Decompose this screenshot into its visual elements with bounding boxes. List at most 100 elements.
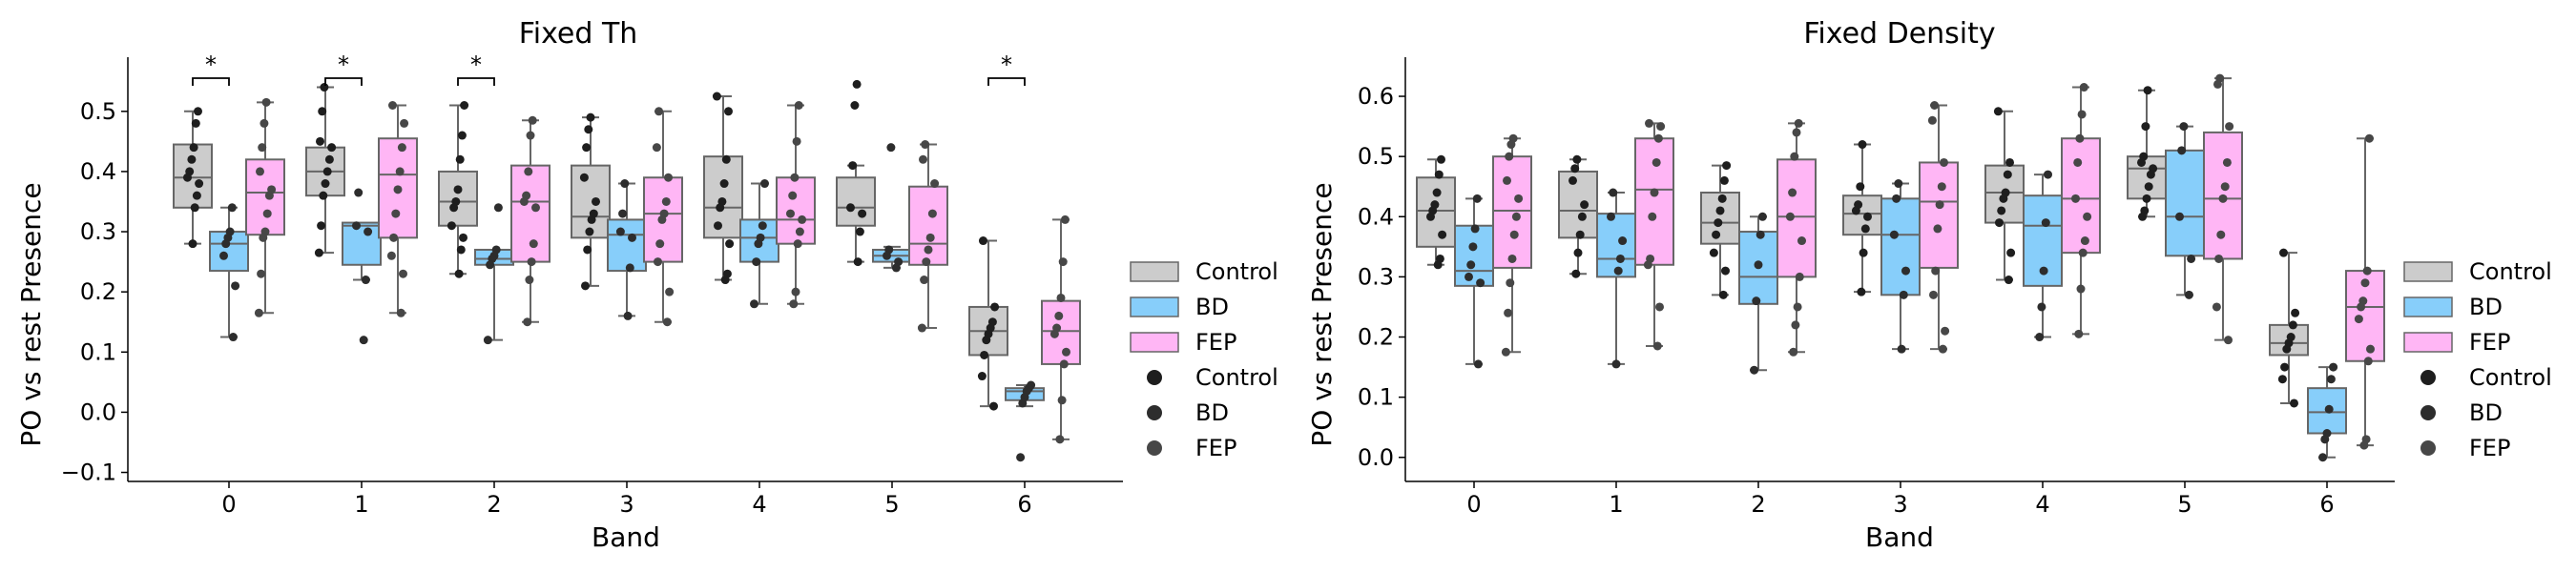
chart-title: Fixed Th (519, 17, 638, 51)
data-point (529, 239, 538, 249)
data-point (786, 209, 795, 218)
data-point (2184, 290, 2193, 299)
data-point (791, 287, 800, 296)
x-tick-label: 1 (354, 491, 368, 518)
data-point (714, 221, 722, 231)
data-point (1615, 254, 1625, 263)
data-point (1795, 272, 1804, 281)
data-point (526, 131, 535, 140)
x-tick-label: 2 (487, 491, 501, 518)
data-point (922, 257, 931, 267)
data-point (1506, 140, 1516, 150)
data-point (798, 214, 807, 224)
data-point (719, 179, 729, 189)
data-point (523, 317, 532, 327)
data-point (1577, 212, 1587, 221)
data-point (848, 161, 858, 171)
data-point (920, 276, 929, 285)
data-point (1438, 230, 1447, 239)
data-point (587, 214, 596, 224)
box-fep (510, 164, 551, 263)
x-tick-label: 5 (884, 491, 899, 518)
data-point (2214, 254, 2224, 263)
data-point (760, 179, 769, 189)
data-point (1995, 218, 2004, 228)
data-point (1931, 266, 1941, 276)
data-point (1935, 200, 1944, 210)
data-point (1656, 122, 1666, 132)
data-point (886, 143, 896, 153)
data-point (1432, 188, 1442, 197)
data-point (652, 143, 661, 153)
box-control (173, 143, 213, 209)
data-point (883, 251, 891, 260)
y-axis-label: PO vs rest Presence (15, 182, 47, 446)
y-tick-label: −0.1 (61, 460, 116, 486)
data-point (925, 233, 935, 242)
legend-marker-fep (1147, 440, 1162, 456)
data-point (1580, 200, 1589, 210)
data-point (2224, 336, 2233, 345)
data-point (750, 299, 758, 309)
data-point (396, 308, 405, 317)
data-point (1721, 266, 1730, 276)
box-control (571, 164, 611, 239)
y-tick-label: 0.4 (80, 158, 116, 185)
data-point (1794, 118, 1803, 128)
data-point (1055, 435, 1065, 444)
data-point (2035, 333, 2045, 342)
data-point (364, 227, 373, 236)
significance-label: * (338, 51, 349, 78)
data-point (1465, 272, 1473, 281)
data-point (2142, 194, 2151, 203)
data-point (264, 191, 274, 200)
data-point (1652, 157, 1661, 167)
data-point (460, 100, 469, 110)
data-point (2220, 182, 2230, 192)
data-point (2320, 435, 2330, 444)
x-tick-label: 5 (2177, 491, 2192, 518)
data-point (586, 112, 595, 122)
data-point (1856, 182, 1865, 192)
legend-label: Control (2469, 258, 2552, 285)
data-point (454, 269, 464, 278)
data-point (195, 179, 204, 189)
data-point (1718, 290, 1728, 299)
data-point (792, 136, 801, 146)
data-point (2004, 276, 2013, 285)
data-point (1575, 230, 1585, 239)
data-point (891, 263, 901, 273)
data-point (1466, 260, 1476, 270)
data-point (228, 333, 238, 342)
data-point (393, 185, 403, 194)
data-point (354, 188, 364, 197)
data-point (1501, 347, 1510, 357)
data-point (1793, 302, 1802, 312)
data-point (655, 239, 665, 249)
data-point (990, 302, 1000, 312)
data-point (2282, 344, 2292, 354)
box-control (1558, 170, 1598, 239)
data-point (1570, 164, 1580, 174)
data-point (2280, 362, 2290, 372)
data-point (1058, 257, 1068, 267)
data-point (1434, 170, 1444, 179)
data-point (2077, 110, 2087, 119)
data-point (1930, 100, 1940, 110)
data-point (1863, 212, 1872, 221)
data-point (1999, 194, 2008, 203)
data-point (2144, 182, 2153, 192)
y-tick-label: 0.5 (80, 98, 116, 125)
data-point (493, 203, 503, 213)
data-point (318, 107, 327, 116)
data-point (2318, 453, 2328, 462)
x-tick-label: 3 (619, 491, 634, 518)
data-point (1655, 302, 1664, 312)
data-point (979, 236, 987, 246)
box-fep (245, 158, 285, 236)
legend-label: Control (2469, 364, 2552, 391)
data-point (584, 125, 593, 134)
data-point (2212, 302, 2221, 312)
data-point (1712, 230, 1721, 239)
data-point (1897, 344, 1906, 354)
